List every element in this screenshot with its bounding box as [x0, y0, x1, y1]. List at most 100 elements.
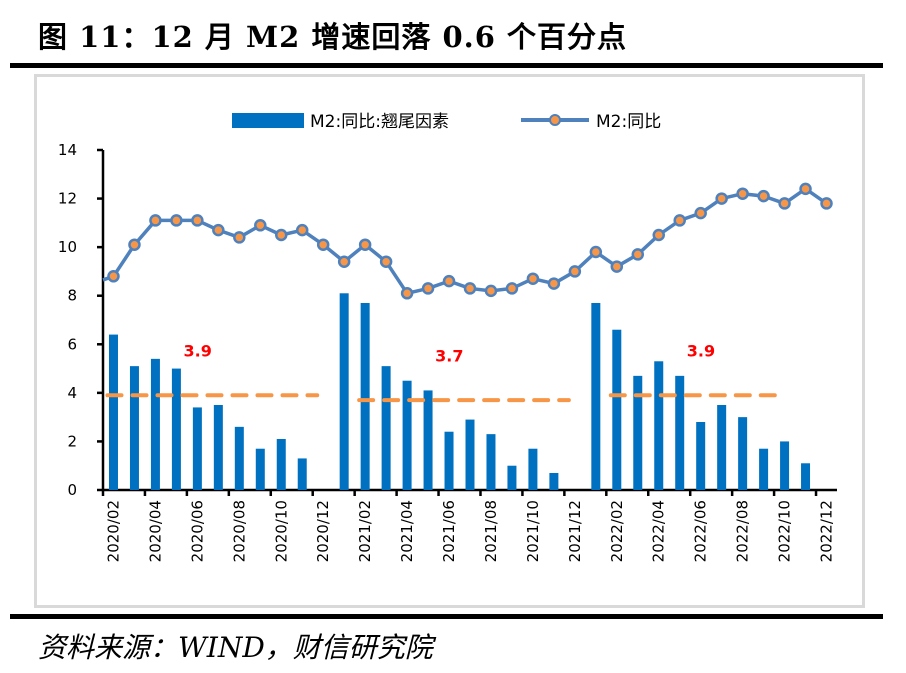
bar — [444, 431, 454, 490]
line-marker — [316, 238, 330, 251]
x-axis: 2020/02 2020/04 2020/06 2020/08 2020/10 2020/… — [101, 488, 837, 562]
line-marker — [400, 287, 414, 300]
bar — [276, 439, 286, 490]
top-rule — [10, 63, 883, 68]
bar — [234, 426, 244, 490]
bar — [108, 334, 118, 490]
bar — [759, 448, 769, 490]
line-marker — [757, 189, 770, 203]
bar — [612, 329, 622, 490]
line-marker — [505, 282, 519, 295]
bar — [213, 405, 223, 490]
line-marker — [212, 223, 225, 237]
y-tick-label: 8 — [67, 287, 77, 305]
y-tick-label: 0 — [67, 481, 77, 499]
line-series — [102, 182, 833, 300]
bar — [780, 441, 790, 490]
line-marker — [128, 238, 141, 251]
line-marker — [736, 187, 749, 200]
line-marker — [107, 270, 120, 283]
bar — [339, 293, 349, 490]
y-tick-label: 2 — [67, 432, 77, 450]
bar — [654, 361, 664, 490]
bar — [528, 448, 538, 490]
line-marker — [170, 214, 183, 227]
bar — [297, 458, 307, 490]
bar — [402, 380, 412, 490]
line-marker — [484, 284, 498, 298]
line-marker — [149, 214, 162, 227]
legend: M2:同比:翘尾因素 M2:同比 — [232, 112, 661, 132]
x-tick-label: 2022/04 — [650, 500, 668, 562]
bar — [423, 390, 433, 490]
m2-yoy-line — [102, 187, 828, 296]
bar — [150, 358, 160, 490]
x-tick-label: 2020/08 — [230, 500, 248, 562]
line-marker — [631, 248, 645, 261]
bar — [801, 463, 811, 490]
y-tick-label: 14 — [58, 141, 77, 159]
y-tick-label: 12 — [58, 190, 77, 208]
legend-bar-label: M2:同比:翘尾因素 — [310, 112, 449, 132]
line-marker — [337, 255, 351, 268]
bar — [129, 366, 139, 490]
line-marker — [275, 228, 288, 242]
line-marker — [379, 255, 393, 268]
line-marker — [463, 282, 477, 295]
line-marker — [589, 245, 603, 259]
bar — [486, 434, 496, 490]
x-tick-label: 2021/04 — [398, 500, 416, 562]
legend-line-label: M2:同比 — [596, 112, 661, 132]
average-annotation: 3.9 — [687, 341, 715, 360]
line-marker — [652, 228, 665, 242]
line-marker — [694, 206, 707, 220]
x-tick-label: 2020/04 — [146, 500, 164, 562]
bar — [192, 407, 202, 490]
figure-title: 图 11：12 月 M2 增速回落 0.6 个百分点 — [38, 20, 628, 54]
bar — [465, 419, 475, 490]
bottom-rule — [10, 614, 883, 619]
line-marker — [254, 219, 267, 232]
line-marker — [799, 182, 812, 196]
x-tick-label: 2020/12 — [314, 500, 332, 562]
x-tick-label: 2022/06 — [692, 500, 710, 562]
bar — [738, 417, 748, 490]
source-note: 资料来源：WIND，财信研究院 — [38, 631, 433, 664]
average-annotation: 3.9 — [183, 341, 211, 360]
line-marker — [526, 272, 540, 285]
x-tick-label: 2022/02 — [608, 500, 626, 562]
average-annotation: 3.7 — [435, 346, 463, 365]
x-tick-label: 2021/06 — [440, 500, 458, 562]
y-tick-label: 4 — [67, 384, 77, 402]
bar — [360, 303, 370, 490]
line-marker — [295, 223, 309, 237]
chart-frame — [34, 74, 865, 608]
line-marker — [547, 277, 561, 290]
line-marker — [610, 260, 624, 273]
bar — [717, 405, 727, 490]
x-tick-label: 2020/06 — [188, 500, 206, 562]
line-marker — [568, 265, 582, 278]
line-marker — [233, 231, 246, 244]
bar-series — [108, 293, 811, 490]
x-tick-label: 2020/02 — [104, 500, 122, 562]
bar — [171, 368, 181, 490]
x-tick-label: 2021/10 — [524, 500, 542, 562]
x-tick-label: 2021/02 — [356, 500, 374, 562]
bar — [507, 465, 517, 490]
bar — [696, 422, 706, 490]
line-marker — [715, 192, 728, 205]
x-tick-label: 2020/10 — [272, 500, 290, 562]
y-axis: 0 2 4 6 8 10 12 14 — [58, 141, 105, 499]
line-marker — [421, 282, 435, 295]
x-tick-label: 2022/12 — [818, 500, 836, 562]
average-lines: 3.9 3.7 3.9 — [105, 341, 781, 403]
bar — [549, 473, 559, 490]
legend-bar-swatch — [232, 113, 304, 128]
line-marker — [673, 214, 686, 227]
x-tick-label: 2022/08 — [734, 500, 752, 562]
bar — [675, 375, 685, 490]
line-marker — [442, 274, 456, 288]
line-marker — [358, 238, 372, 251]
line-marker — [820, 197, 833, 210]
